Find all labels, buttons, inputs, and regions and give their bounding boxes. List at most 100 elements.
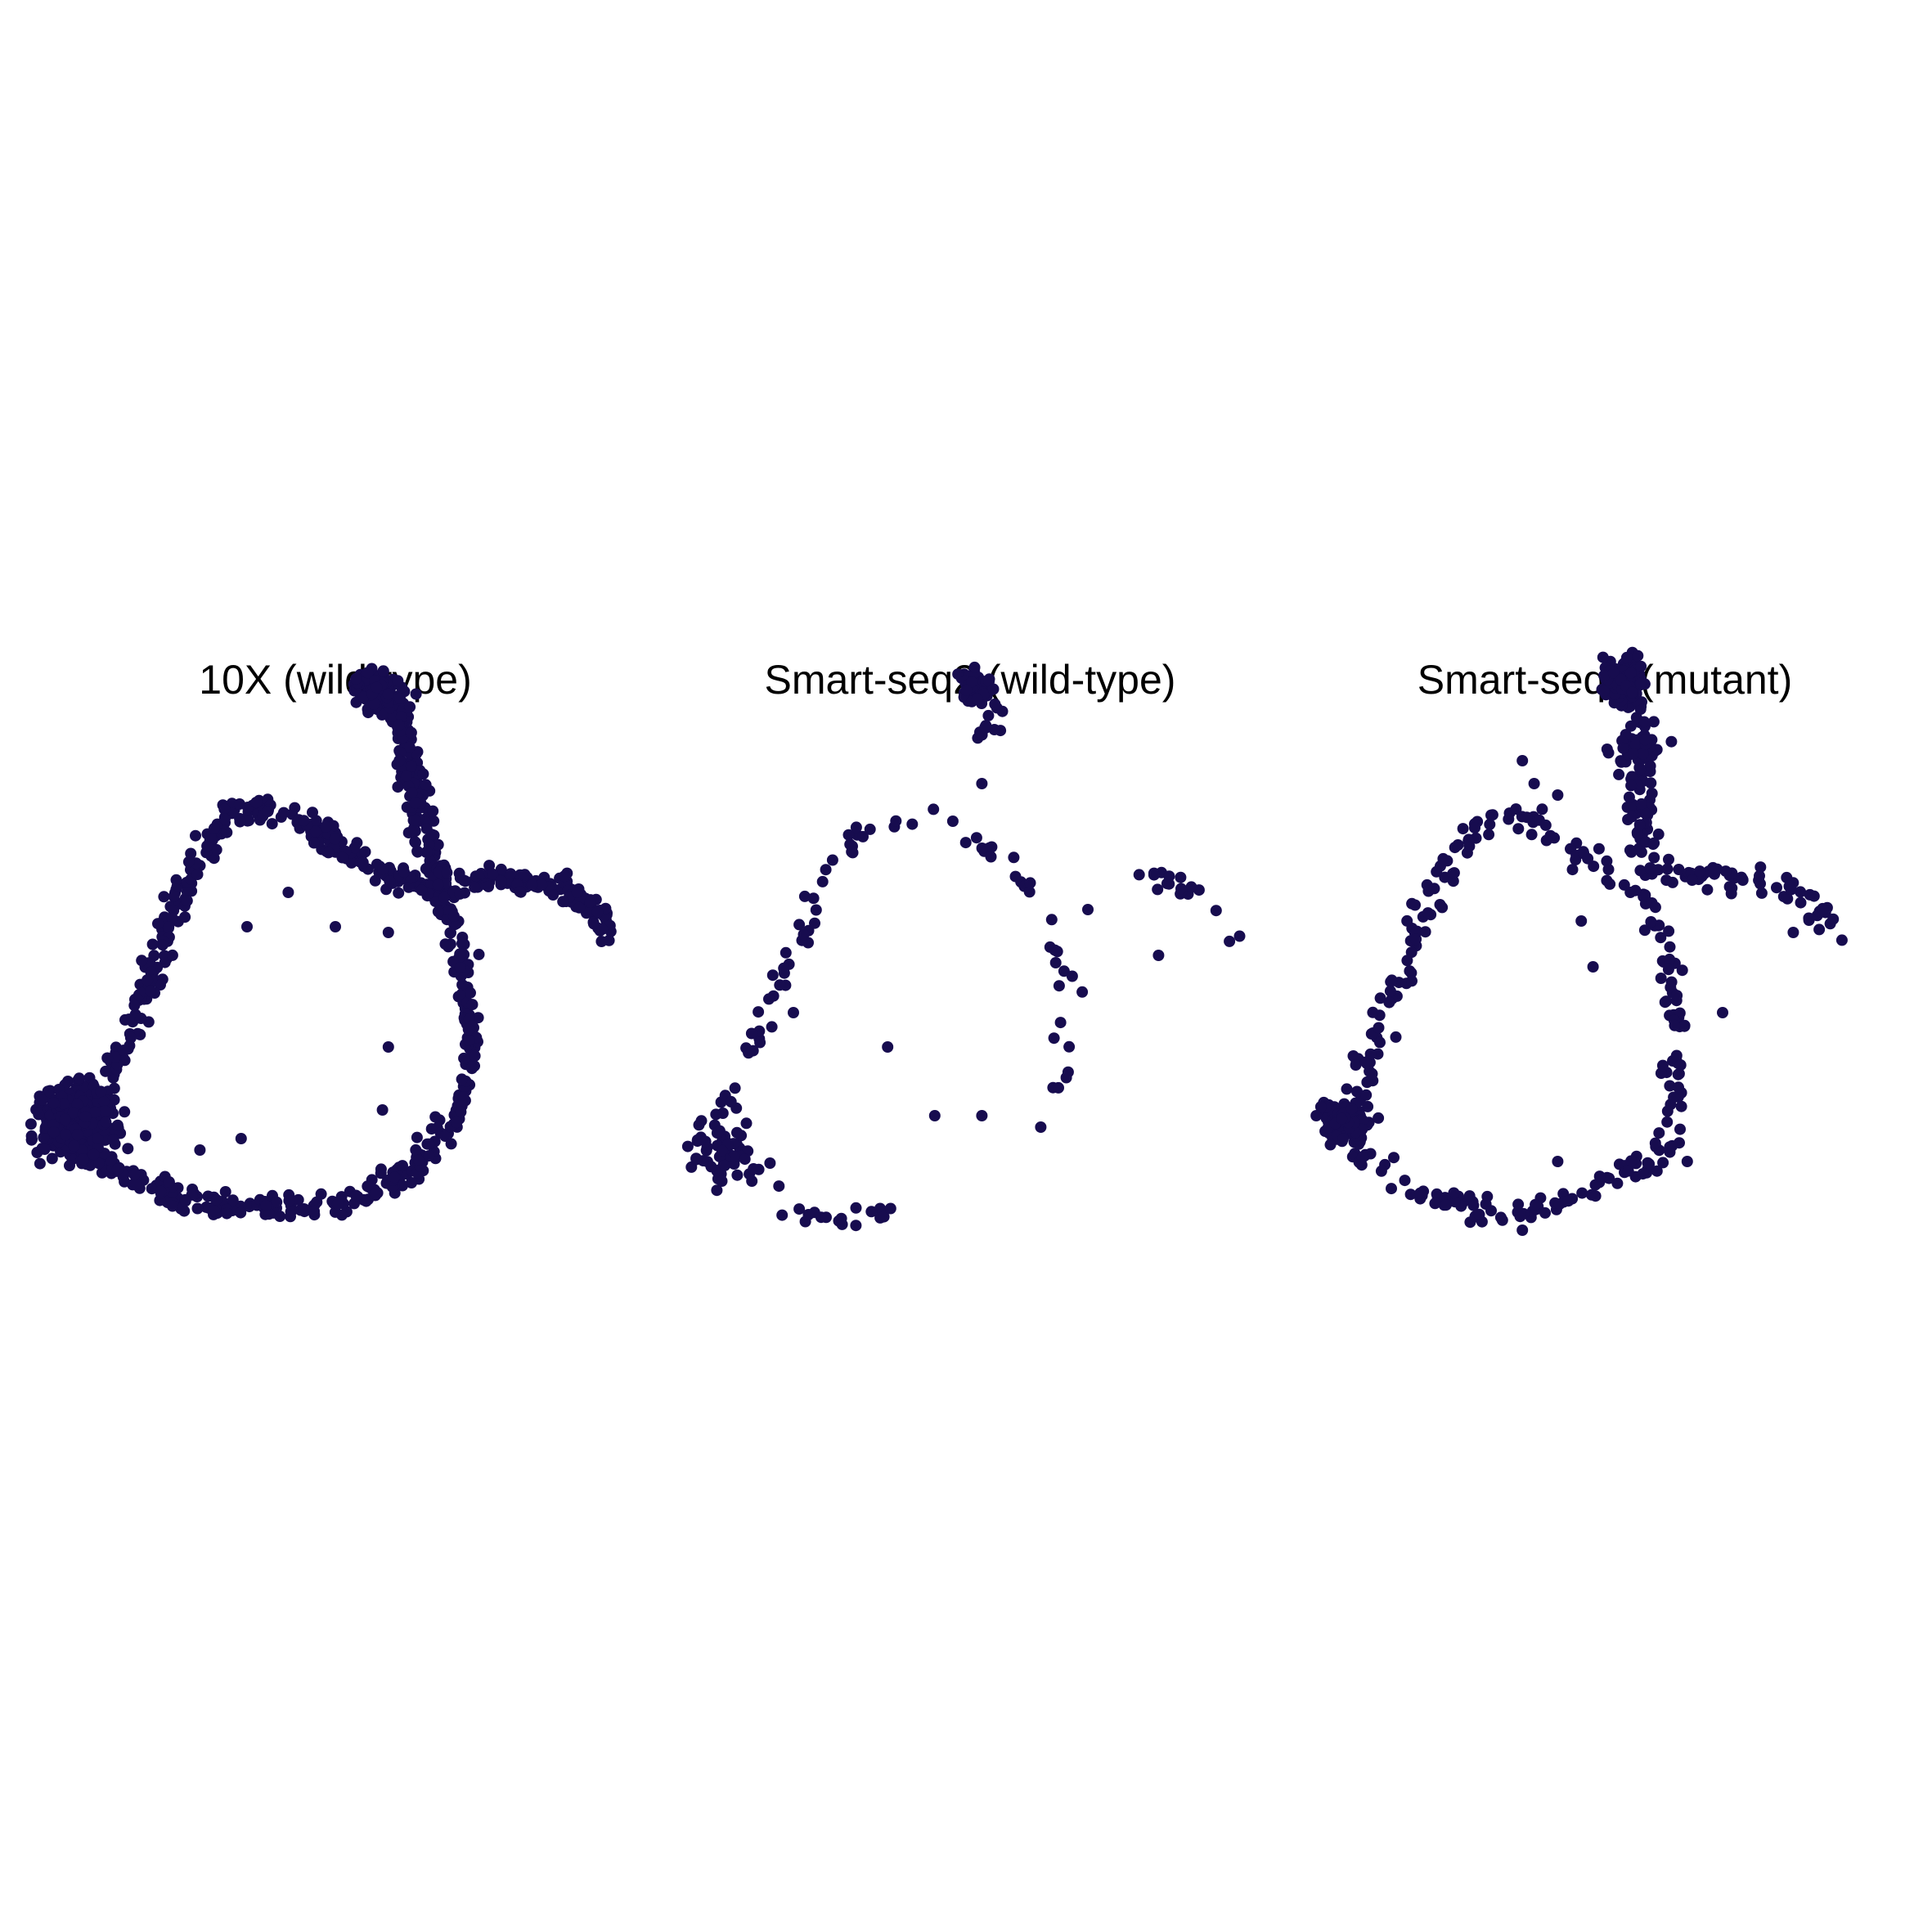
scatter-point xyxy=(376,1104,389,1116)
scatter-point xyxy=(1347,1050,1359,1062)
scatter-point xyxy=(1670,1049,1683,1062)
scatter-point xyxy=(410,688,422,700)
scatter-point xyxy=(946,815,959,827)
scatter-point xyxy=(857,830,869,842)
scatter-point xyxy=(427,805,439,817)
scatter-point xyxy=(1351,1085,1363,1098)
scatter-point xyxy=(1664,1080,1676,1092)
scatter-point xyxy=(454,887,466,900)
scatter-point xyxy=(980,721,991,734)
scatter-point xyxy=(194,1144,206,1156)
scatter-point xyxy=(441,866,453,878)
scatter-point xyxy=(402,881,415,893)
scatter-point xyxy=(456,1073,468,1085)
scatter-point xyxy=(210,1193,222,1206)
scatter-point xyxy=(71,1099,83,1111)
scatter-point xyxy=(711,1184,723,1197)
scatter-point xyxy=(1486,809,1498,821)
scatter-point xyxy=(982,709,995,721)
scatter-point xyxy=(1648,851,1660,864)
scatter-point xyxy=(371,681,383,694)
scatter-point xyxy=(128,1169,141,1180)
scatter-point xyxy=(469,881,481,893)
scatter-point xyxy=(47,1126,60,1139)
scatter-point xyxy=(798,890,811,902)
scatter-point xyxy=(1076,986,1089,998)
scatter-point xyxy=(124,1031,137,1044)
scatter-point xyxy=(1366,1067,1378,1080)
scatter-point xyxy=(309,825,321,838)
scatter-point xyxy=(1686,874,1698,886)
scatter-point xyxy=(1473,1208,1485,1220)
scatter-point xyxy=(1540,834,1552,847)
scatter-point xyxy=(1152,950,1165,961)
scatter-point xyxy=(1525,829,1538,841)
scatter-point xyxy=(906,818,919,830)
scatter-point xyxy=(370,1187,382,1199)
scatter-point xyxy=(1384,985,1396,997)
scatter-point xyxy=(250,797,263,809)
scatter-point xyxy=(168,890,180,902)
scatter-point xyxy=(1771,882,1782,894)
scatter-point xyxy=(1406,975,1418,987)
scatter-point xyxy=(807,892,820,905)
scatter-point xyxy=(595,936,608,947)
scatter-point xyxy=(850,1202,862,1214)
scatter-point xyxy=(1707,861,1719,874)
scatter-point xyxy=(1620,651,1633,663)
scatter-point xyxy=(36,1094,48,1106)
scatter-point xyxy=(1175,871,1187,883)
scatter-point xyxy=(1553,1198,1566,1211)
scatter-point xyxy=(754,1036,766,1049)
scatter-point xyxy=(393,719,405,731)
scatter-point xyxy=(411,845,424,857)
scatter-point xyxy=(146,1183,158,1195)
scatter-point xyxy=(241,921,253,932)
scatter-point xyxy=(181,886,193,898)
scatter-point xyxy=(445,1138,457,1150)
scatter-point xyxy=(135,1013,147,1024)
scatter-point xyxy=(393,754,406,766)
scatter-point xyxy=(475,868,487,879)
scatter-point xyxy=(1449,1196,1461,1208)
scatter-point xyxy=(155,1185,167,1197)
scatter-point xyxy=(1663,853,1674,865)
scatter-point xyxy=(1598,670,1611,681)
scatter-point xyxy=(1673,864,1685,875)
scatter-point xyxy=(1009,870,1022,883)
scatter-point xyxy=(1401,914,1413,927)
scatter-point xyxy=(111,1163,124,1175)
scatter-point xyxy=(1627,748,1639,760)
scatter-point xyxy=(218,803,231,815)
scatter-point xyxy=(1625,780,1638,792)
scatter-point xyxy=(403,741,416,753)
scatter-point xyxy=(716,1175,728,1187)
scatter-point xyxy=(1483,829,1495,841)
scatter-point xyxy=(1562,1195,1575,1207)
scatter-point xyxy=(865,1206,878,1218)
scatter-point xyxy=(1665,982,1677,994)
scatter-point xyxy=(1324,1139,1337,1151)
scatter-point xyxy=(1737,874,1749,886)
scatter-point xyxy=(1678,1019,1691,1031)
scatter-point xyxy=(285,1211,296,1223)
scatter-point xyxy=(1719,865,1732,878)
scatter-point xyxy=(1390,1031,1402,1043)
scatter-point xyxy=(235,1133,247,1144)
scatter-point xyxy=(1350,1059,1362,1071)
scatter-point xyxy=(444,927,456,939)
scatter-point xyxy=(1410,933,1422,946)
scatter-point xyxy=(1053,980,1065,992)
scatter-point xyxy=(1661,863,1674,875)
scatter-point xyxy=(731,1126,743,1139)
scatter-point xyxy=(1494,1211,1507,1224)
scatter-point xyxy=(1626,686,1638,699)
scatter-point xyxy=(1602,864,1615,875)
scatter-point xyxy=(210,843,222,856)
scatter-point xyxy=(406,1177,418,1188)
scatter-point xyxy=(400,770,412,782)
scatter-point xyxy=(1629,884,1642,896)
scatter-point xyxy=(307,806,318,819)
scatter-point xyxy=(201,840,213,852)
scatter-point xyxy=(1781,871,1793,883)
